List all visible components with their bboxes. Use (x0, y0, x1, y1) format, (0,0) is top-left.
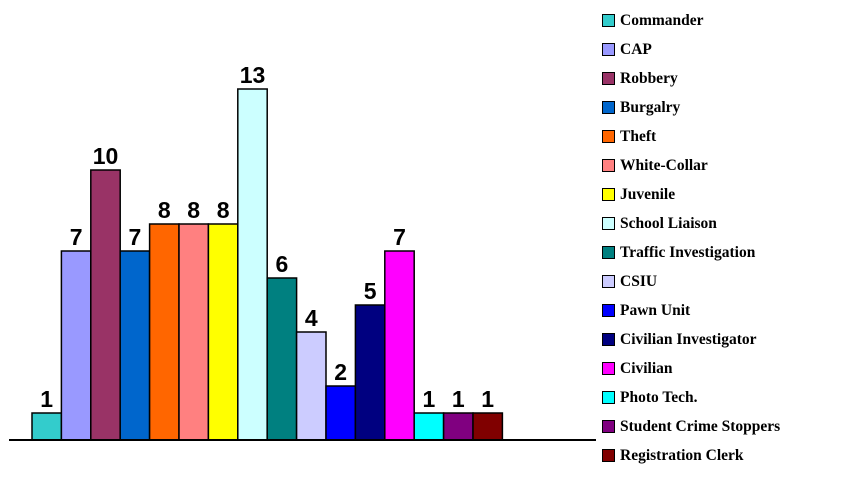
data-label-pawn-unit: 2 (334, 359, 347, 385)
bar-traffic-investigation (266, 277, 298, 441)
bar-cap (60, 250, 92, 441)
legend-swatch (602, 304, 615, 317)
legend-label: CSIU (620, 272, 658, 290)
legend-label: Registration Clerk (620, 446, 744, 464)
legend-item-burgalry: Burgalry (602, 93, 780, 122)
legend-label: Civilian Investigator (620, 330, 757, 348)
legend-item-theft: Theft (602, 122, 780, 151)
legend-item-traffic-investigation: Traffic Investigation (602, 238, 780, 267)
legend-label: Burgalry (620, 98, 681, 116)
legend-swatch (602, 72, 615, 85)
bar-photo-tech (413, 412, 445, 441)
data-label-traffic-investigation: 6 (276, 251, 289, 277)
chart-legend: Commander CAP Robbery Burgalry Theft White-Co… (602, 6, 780, 470)
legend-label: White-Collar (620, 156, 708, 174)
legend-swatch (602, 391, 615, 404)
bar-white-collar (178, 223, 210, 441)
bar-csiu (295, 331, 327, 441)
bar-burgalry (119, 250, 151, 441)
legend-label: CAP (620, 40, 652, 58)
legend-swatch (602, 159, 615, 172)
legend-swatch (602, 130, 615, 143)
legend-item-student-crime-stoppers: Student Crime Stoppers (602, 412, 780, 441)
data-label-cap: 7 (70, 224, 83, 250)
legend-swatch (602, 43, 615, 56)
bar-civilian-investigator (354, 304, 386, 441)
data-label-civilian: 7 (393, 224, 406, 250)
legend-item-robbery: Robbery (602, 64, 780, 93)
legend-label: Commander (620, 11, 704, 29)
legend-label: Juvenile (620, 185, 676, 203)
bar-robbery (90, 169, 121, 441)
bar-pawn-unit (325, 385, 357, 441)
data-label-commander: 1 (40, 386, 53, 412)
legend-swatch (602, 246, 615, 259)
data-label-burgalry: 7 (129, 224, 142, 250)
legend-swatch (602, 362, 615, 375)
legend-label: Student Crime Stoppers (620, 417, 781, 435)
legend-item-registration-clerk: Registration Clerk (602, 441, 780, 470)
data-label-theft: 8 (158, 197, 171, 223)
data-label-student-crime-stoppers: 1 (452, 386, 465, 412)
data-label-registration-clerk: 1 (481, 386, 494, 412)
legend-label: Photo Tech. (620, 388, 698, 406)
data-label-civilian-investigator: 5 (364, 278, 377, 304)
legend-item-commander: Commander (602, 6, 780, 35)
data-label-school-liaison: 13 (240, 62, 266, 88)
data-label-juvenile: 8 (217, 197, 230, 223)
legend-swatch (602, 188, 615, 201)
legend-item-school-liaison: School Liaison (602, 209, 780, 238)
legend-swatch (602, 14, 615, 27)
bar-commander (31, 412, 63, 441)
legend-swatch (602, 333, 615, 346)
bar-student-crime-stoppers (442, 412, 474, 441)
legend-label: Pawn Unit (620, 301, 691, 319)
legend-item-photo-tech: Photo Tech. (602, 383, 780, 412)
legend-item-csiu: CSIU (602, 267, 780, 296)
data-label-photo-tech: 1 (423, 386, 436, 412)
legend-swatch (602, 217, 615, 230)
legend-swatch (602, 275, 615, 288)
legend-item-white-collar: White-Collar (602, 151, 780, 180)
data-label-robbery: 10 (93, 143, 119, 169)
legend-swatch (602, 420, 615, 433)
data-label-csiu: 4 (305, 305, 318, 331)
legend-label: Theft (620, 127, 657, 145)
bar-school-liaison (237, 88, 268, 441)
bar-registration-clerk (472, 412, 504, 441)
legend-item-civilian-investigator: Civilian Investigator (602, 325, 780, 354)
legend-label: Robbery (620, 69, 678, 87)
legend-item-cap: CAP (602, 35, 780, 64)
bar-theft (148, 223, 180, 441)
legend-item-juvenile: Juvenile (602, 180, 780, 209)
legend-item-pawn-unit: Pawn Unit (602, 296, 780, 325)
legend-swatch (602, 449, 615, 462)
bar-juvenile (207, 223, 239, 441)
legend-item-civilian: Civilian (602, 354, 780, 383)
legend-label: School Liaison (620, 214, 717, 232)
legend-label: Civilian (620, 359, 673, 377)
bar-civilian (384, 250, 415, 441)
legend-label: Traffic Investigation (620, 243, 756, 261)
data-label-white-collar: 8 (187, 197, 200, 223)
bars-layer (31, 88, 504, 441)
legend-swatch (602, 101, 615, 114)
